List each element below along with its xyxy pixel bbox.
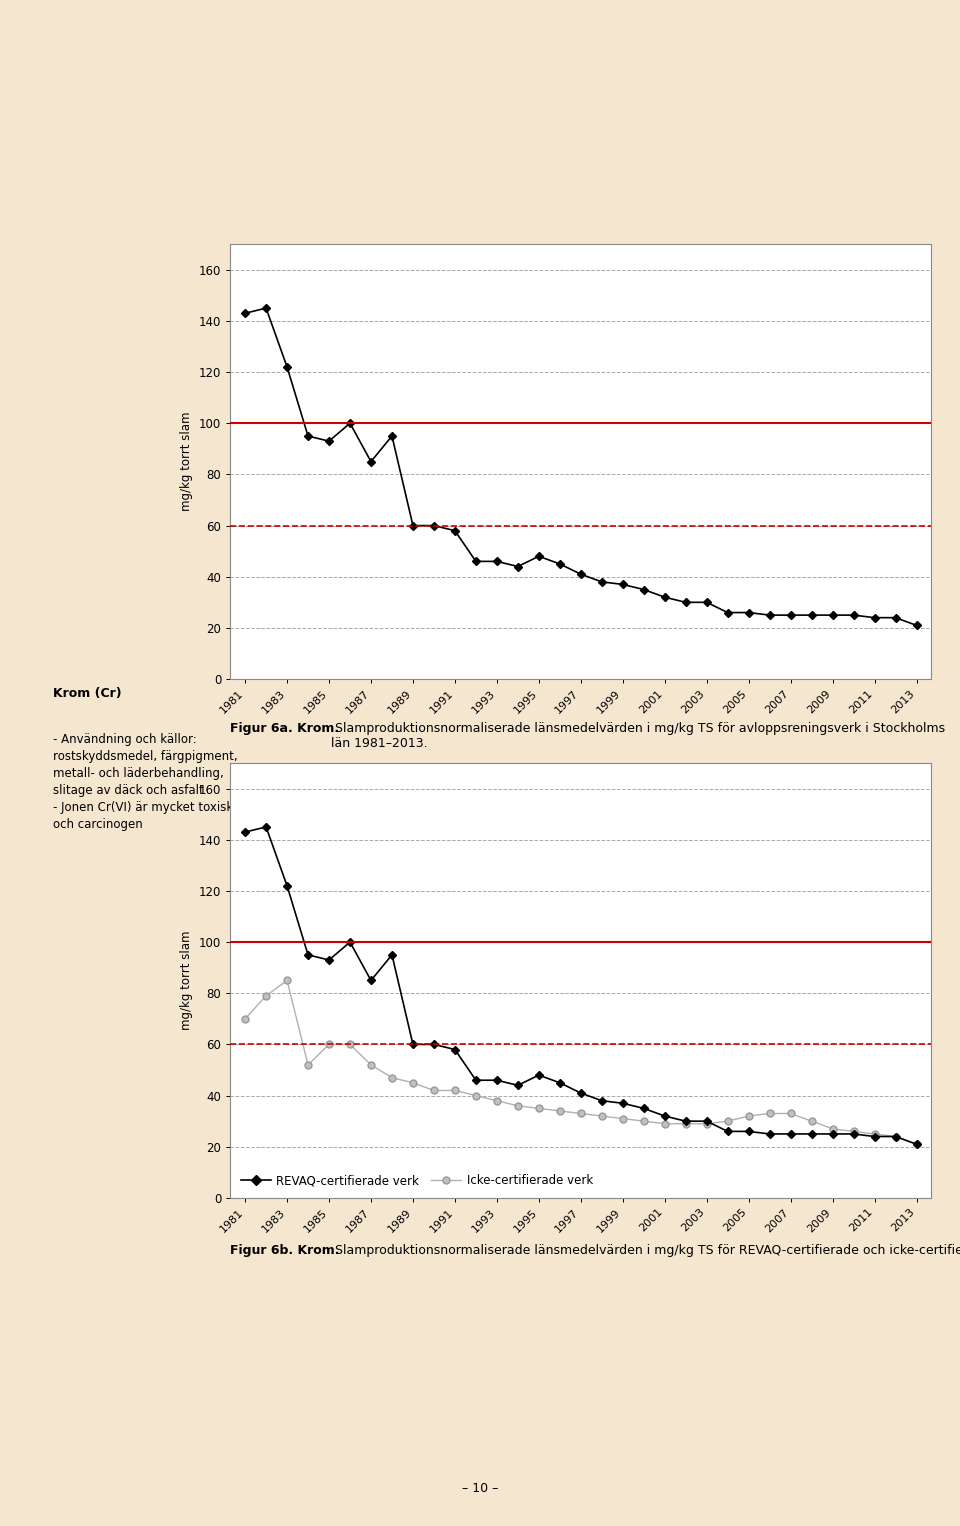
REVAQ-certifierade verk xyxy=(659,1106,670,1125)
Icke-certifierade verk xyxy=(743,1106,755,1125)
Icke-certifierade verk xyxy=(407,1074,419,1093)
REVAQ-certifierade verk xyxy=(869,1128,880,1146)
Icke-certifierade verk xyxy=(302,1056,314,1074)
Text: - Användning och källor:
rostskyddsmedel, färgpigment,
metall- och läderbehandli: - Användning och källor: rostskyddsmedel… xyxy=(53,734,237,832)
REVAQ-certifierade verk xyxy=(470,1071,482,1090)
Icke-certifierade verk xyxy=(722,1112,733,1131)
Icke-certifierade verk xyxy=(554,1102,565,1120)
REVAQ-certifierade verk xyxy=(428,1035,440,1053)
Icke-certifierade verk xyxy=(596,1106,608,1125)
REVAQ-certifierade verk xyxy=(805,1125,817,1143)
Icke-certifierade verk xyxy=(386,1068,397,1087)
Icke-certifierade verk xyxy=(239,1010,251,1029)
Icke-certifierade verk xyxy=(345,1035,356,1053)
Text: – 10 –: – 10 – xyxy=(462,1482,498,1495)
Icke-certifierade verk xyxy=(659,1114,670,1132)
Icke-certifierade verk xyxy=(638,1112,650,1131)
REVAQ-certifierade verk xyxy=(827,1125,838,1143)
Icke-certifierade verk xyxy=(260,987,272,1006)
Icke-certifierade verk xyxy=(848,1122,859,1140)
Icke-certifierade verk xyxy=(890,1128,901,1146)
Icke-certifierade verk xyxy=(680,1114,691,1132)
REVAQ-certifierade verk xyxy=(554,1074,565,1093)
Icke-certifierade verk xyxy=(827,1120,838,1138)
REVAQ-certifierade verk xyxy=(911,1135,923,1154)
Icke-certifierade verk xyxy=(492,1091,503,1109)
Icke-certifierade verk xyxy=(805,1112,817,1131)
REVAQ-certifierade verk xyxy=(302,946,314,964)
REVAQ-certifierade verk xyxy=(324,951,335,969)
Icke-certifierade verk xyxy=(365,1056,376,1074)
Icke-certifierade verk xyxy=(449,1082,461,1100)
REVAQ-certifierade verk xyxy=(722,1122,733,1140)
REVAQ-certifierade verk xyxy=(680,1112,691,1131)
Icke-certifierade verk xyxy=(281,972,293,990)
REVAQ-certifierade verk xyxy=(281,876,293,894)
REVAQ-certifierade verk xyxy=(512,1076,523,1094)
REVAQ-certifierade verk xyxy=(345,932,356,951)
Text: Slamproduktionsnormaliserade länsmedelvärden i mg/kg TS för REVAQ-certifierade o: Slamproduktionsnormaliserade länsmedelvä… xyxy=(331,1244,960,1257)
REVAQ-certifierade verk xyxy=(407,1035,419,1053)
REVAQ-certifierade verk xyxy=(848,1125,859,1143)
Y-axis label: mg/kg torrt slam: mg/kg torrt slam xyxy=(180,931,194,1030)
Text: Krom (Cr): Krom (Cr) xyxy=(53,687,121,700)
REVAQ-certifierade verk xyxy=(764,1125,776,1143)
REVAQ-certifierade verk xyxy=(386,946,397,964)
REVAQ-certifierade verk xyxy=(785,1125,797,1143)
REVAQ-certifierade verk xyxy=(492,1071,503,1090)
Text: Figur 6b. Krom.: Figur 6b. Krom. xyxy=(230,1244,340,1257)
Line: REVAQ-certifierade verk: REVAQ-certifierade verk xyxy=(242,824,920,1148)
Line: Icke-certifierade verk: Icke-certifierade verk xyxy=(242,977,920,1148)
Icke-certifierade verk xyxy=(764,1105,776,1123)
REVAQ-certifierade verk xyxy=(890,1128,901,1146)
Icke-certifierade verk xyxy=(911,1135,923,1154)
Text: Slamproduktionsnormaliserade länsmedelvärden i mg/kg TS för avloppsreningsverk i: Slamproduktionsnormaliserade länsmedelvä… xyxy=(331,722,946,749)
REVAQ-certifierade verk xyxy=(239,823,251,841)
REVAQ-certifierade verk xyxy=(449,1041,461,1059)
Icke-certifierade verk xyxy=(324,1035,335,1053)
REVAQ-certifierade verk xyxy=(260,818,272,836)
Icke-certifierade verk xyxy=(470,1087,482,1105)
Icke-certifierade verk xyxy=(575,1105,587,1123)
Text: Figur 6a. Krom.: Figur 6a. Krom. xyxy=(230,722,340,736)
REVAQ-certifierade verk xyxy=(575,1083,587,1102)
Icke-certifierade verk xyxy=(869,1125,880,1143)
REVAQ-certifierade verk xyxy=(743,1122,755,1140)
Y-axis label: mg/kg torrt slam: mg/kg torrt slam xyxy=(180,412,194,511)
Icke-certifierade verk xyxy=(533,1099,544,1117)
REVAQ-certifierade verk xyxy=(533,1067,544,1085)
REVAQ-certifierade verk xyxy=(365,972,376,990)
REVAQ-certifierade verk xyxy=(638,1099,650,1117)
Icke-certifierade verk xyxy=(617,1109,629,1128)
REVAQ-certifierade verk xyxy=(596,1091,608,1109)
Legend: REVAQ-certifierade verk, Icke-certifierade verk: REVAQ-certifierade verk, Icke-certifiera… xyxy=(236,1169,597,1192)
REVAQ-certifierade verk xyxy=(701,1112,712,1131)
Icke-certifierade verk xyxy=(512,1097,523,1116)
REVAQ-certifierade verk xyxy=(617,1094,629,1112)
Icke-certifierade verk xyxy=(701,1114,712,1132)
Icke-certifierade verk xyxy=(428,1082,440,1100)
Icke-certifierade verk xyxy=(785,1105,797,1123)
